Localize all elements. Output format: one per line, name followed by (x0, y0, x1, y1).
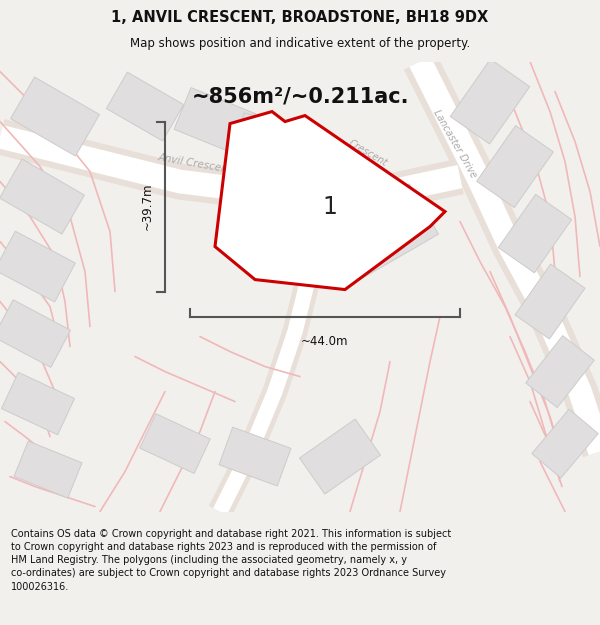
Polygon shape (450, 59, 530, 144)
Text: 1: 1 (323, 194, 337, 219)
Polygon shape (14, 441, 82, 498)
Polygon shape (0, 159, 85, 234)
Polygon shape (499, 194, 572, 272)
Polygon shape (526, 336, 594, 408)
Polygon shape (11, 77, 100, 156)
Polygon shape (106, 72, 184, 141)
Text: ~856m²/~0.211ac.: ~856m²/~0.211ac. (191, 86, 409, 106)
Polygon shape (233, 113, 307, 170)
Polygon shape (299, 419, 380, 494)
Text: Anvil Crescent: Anvil Crescent (157, 152, 233, 175)
Text: ~39.7m: ~39.7m (140, 182, 154, 230)
Polygon shape (515, 264, 585, 339)
Polygon shape (140, 414, 210, 474)
Text: Crescent: Crescent (347, 138, 389, 169)
Text: Map shows position and indicative extent of the property.: Map shows position and indicative extent… (130, 38, 470, 51)
Polygon shape (0, 300, 71, 368)
Polygon shape (219, 427, 291, 486)
Text: Lancaster Drive: Lancaster Drive (431, 107, 479, 179)
Polygon shape (532, 409, 598, 478)
Polygon shape (0, 231, 76, 302)
Text: ~44.0m: ~44.0m (301, 334, 349, 348)
Text: Contains OS data © Crown copyright and database right 2021. This information is : Contains OS data © Crown copyright and d… (11, 529, 451, 591)
Text: 1, ANVIL CRESCENT, BROADSTONE, BH18 9DX: 1, ANVIL CRESCENT, BROADSTONE, BH18 9DX (112, 11, 488, 26)
Polygon shape (1, 372, 74, 435)
Polygon shape (174, 88, 256, 156)
Polygon shape (332, 184, 439, 279)
Polygon shape (215, 111, 445, 289)
Polygon shape (476, 126, 553, 208)
